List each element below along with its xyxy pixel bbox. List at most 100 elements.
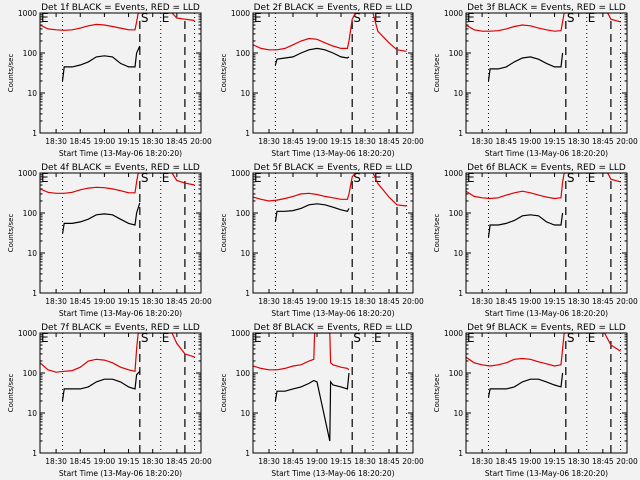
marker-label-e: E: [254, 171, 262, 185]
panel-title: Det 1f BLACK = Events, RED = LLD: [41, 3, 200, 13]
x-tick-label: 19:00: [94, 297, 116, 306]
panel-det-5: Det 5f BLACK = Events, RED = LLD Counts/s…: [220, 163, 424, 318]
x-tick-label: 18:45: [69, 137, 91, 146]
x-tick-label: 20:00: [190, 297, 212, 306]
x-tick-label: 18:30: [258, 137, 280, 146]
x-tick-label: 18:30: [568, 297, 590, 306]
y-tick-label: 10: [240, 409, 250, 418]
x-tick-label: 19:00: [306, 297, 328, 306]
x-tick-label: 19:15: [544, 297, 566, 306]
x-tick-label: 18:30: [568, 457, 590, 466]
lld-series-line: [253, 173, 407, 207]
marker-label-e: E: [41, 11, 49, 25]
marker-label-s: S: [353, 11, 361, 25]
x-tick-label: 19:15: [330, 137, 352, 146]
x-tick-label: 18:45: [166, 137, 188, 146]
y-tick-label: 100: [23, 209, 38, 218]
x-tick-label: 19:15: [330, 457, 352, 466]
y-axis-label: Counts/sec: [220, 374, 228, 413]
y-axis-label: Counts/sec: [433, 214, 441, 253]
x-tick-label: 18:45: [592, 137, 614, 146]
y-tick-label: 100: [236, 209, 251, 218]
panel-det-7: Det 7f BLACK = Events, RED = LLD Counts/s…: [7, 323, 212, 478]
x-tick-label: 18:30: [45, 297, 67, 306]
marker-label-e: E: [162, 11, 170, 25]
marker-label-e: E: [588, 331, 596, 345]
plot-frame: [252, 172, 414, 294]
y-tick-label: 1000: [231, 9, 250, 18]
x-tick-label: 19:00: [520, 297, 542, 306]
marker-label-e: E: [162, 171, 170, 185]
marker-label-e: E: [374, 11, 382, 25]
y-tick-label: 1: [245, 449, 250, 458]
x-tick-label: 18:45: [282, 457, 304, 466]
x-tick-label: 18:45: [495, 297, 517, 306]
x-axis-label: Start Time (13-May-06 18:20:20): [271, 149, 394, 158]
x-tick-label: 20:00: [616, 457, 638, 466]
y-tick-label: 100: [236, 49, 251, 58]
lld-series-line: [40, 13, 195, 31]
y-tick-label: 10: [27, 249, 37, 258]
plot-frame: [465, 172, 628, 294]
events-series-line: [61, 370, 141, 402]
panel-title: Det 8f BLACK = Events, RED = LLD: [254, 323, 413, 333]
y-tick-label: 1000: [231, 169, 250, 178]
x-axis-label: Start Time (13-May-06 18:20:20): [271, 309, 394, 318]
marker-label-e: E: [162, 331, 170, 345]
y-tick-label: 1000: [444, 9, 463, 18]
y-tick-label: 100: [449, 49, 464, 58]
marker-label-e: E: [374, 331, 382, 345]
x-tick-label: 20:00: [402, 297, 424, 306]
y-tick-label: 100: [236, 369, 251, 378]
marker-label-e: E: [467, 331, 475, 345]
x-tick-label: 18:45: [378, 137, 400, 146]
x-tick-label: 19:15: [118, 297, 140, 306]
x-tick-label: 20:00: [190, 457, 212, 466]
y-tick-label: 1000: [18, 169, 37, 178]
y-tick-label: 1000: [231, 329, 250, 338]
plot-frame: [252, 332, 414, 454]
x-tick-label: 18:30: [45, 457, 67, 466]
lld-series-line: [253, 333, 350, 371]
events-series-line: [61, 202, 141, 234]
y-tick-label: 1000: [444, 329, 463, 338]
y-tick-label: 1: [458, 449, 463, 458]
panel-title: Det 4f BLACK = Events, RED = LLD: [41, 163, 200, 173]
x-tick-label: 18:45: [166, 297, 188, 306]
y-tick-label: 1: [32, 129, 37, 138]
x-axis-label: Start Time (13-May-06 18:20:20): [59, 149, 182, 158]
y-axis-label: Counts/sec: [7, 374, 15, 413]
y-tick-label: 10: [240, 249, 250, 258]
y-tick-label: 1: [245, 129, 250, 138]
lld-series-line: [466, 333, 621, 367]
events-series-line: [274, 372, 350, 442]
x-tick-label: 18:30: [568, 137, 590, 146]
plot-frame: [465, 12, 628, 134]
x-tick-label: 20:00: [616, 297, 638, 306]
plot-frame: [39, 172, 202, 294]
y-tick-label: 100: [449, 209, 464, 218]
y-tick-label: 1000: [18, 329, 37, 338]
lld-series-line: [466, 13, 621, 32]
marker-label-e: E: [41, 331, 49, 345]
x-tick-label: 18:45: [282, 137, 304, 146]
marker-label-e: E: [374, 171, 382, 185]
x-axis-label: Start Time (13-May-06 18:20:20): [59, 309, 182, 318]
x-tick-label: 19:00: [306, 137, 328, 146]
x-tick-label: 20:00: [616, 137, 638, 146]
plot-frame: [465, 332, 628, 454]
y-tick-label: 10: [453, 89, 463, 98]
marker-label-e: E: [254, 11, 262, 25]
x-tick-label: 18:30: [354, 137, 376, 146]
x-tick-label: 18:45: [378, 297, 400, 306]
lld-series-line: [466, 173, 621, 200]
marker-label-e: E: [588, 11, 596, 25]
panel-title: Det 7f BLACK = Events, RED = LLD: [41, 323, 200, 333]
x-tick-label: 19:15: [544, 137, 566, 146]
y-tick-label: 10: [453, 249, 463, 258]
x-tick-label: 18:30: [258, 457, 280, 466]
y-tick-label: 1000: [18, 9, 37, 18]
x-tick-label: 18:30: [142, 137, 164, 146]
panel-title: Det 3f BLACK = Events, RED = LLD: [467, 3, 626, 13]
y-tick-label: 1: [458, 129, 463, 138]
